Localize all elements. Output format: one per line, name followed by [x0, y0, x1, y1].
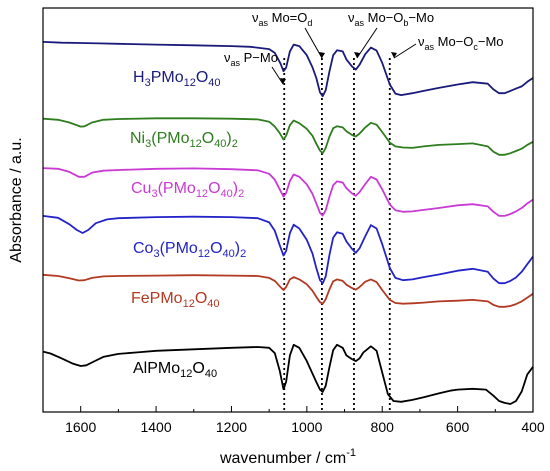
annotation-arrowhead	[319, 52, 325, 58]
annotation-arrowhead	[391, 52, 397, 58]
annotation-label: νas Mo=Od	[252, 10, 312, 28]
x-tick-label: 1400	[140, 419, 171, 435]
axes	[42, 7, 534, 413]
reference-lines	[283, 58, 391, 412]
x-tick-label: 1000	[291, 419, 322, 435]
x-tick-label: 1200	[216, 419, 247, 435]
series-label: Co3(PMo12O40)2	[133, 240, 246, 260]
annotation-arrow	[393, 43, 417, 59]
series-line	[42, 117, 534, 156]
series-label: H3PMo12O40	[133, 69, 221, 89]
x-tick-label: 400	[521, 419, 545, 435]
plot-frame	[42, 7, 534, 413]
annotations: νas P−Mo νas Mo=Od νas Mo−Ob−Mo νas Mo−Oc−M…	[224, 10, 504, 85]
x-tick-label: 1600	[65, 419, 96, 435]
series-line	[42, 41, 534, 98]
series-line	[42, 215, 534, 285]
annotation-label: νas Mo−Oc−Mo	[418, 34, 504, 52]
annotation-label: νas Mo−Ob−Mo	[348, 10, 434, 28]
x-axis-title: wavenumber / cm-1	[219, 447, 356, 467]
series-layer	[42, 41, 534, 405]
series-label: AlPMo12O40	[133, 360, 217, 380]
series-label: FePMo12O40	[131, 290, 220, 310]
x-axis-title-superscript: -1	[346, 447, 356, 459]
annotation-arrowhead	[354, 52, 360, 58]
annotation-arrow	[271, 66, 284, 85]
series-label: Ni3(PMo12O40)2	[130, 130, 238, 150]
annotation-arrow	[356, 27, 378, 59]
annotation-arrow	[304, 27, 323, 59]
series-line	[42, 273, 534, 308]
series-line	[42, 167, 534, 217]
series-labels: H3PMo12O40 Ni3(PMo12O40)2 Cu3(PMo12O40)2 Co…	[130, 69, 246, 380]
series-label: Cu3(PMo12O40)2	[131, 180, 244, 200]
series-line	[42, 343, 534, 405]
annotation-label: νas P−Mo	[224, 50, 278, 68]
x-tick-label: 800	[371, 419, 395, 435]
x-ticks: 1600 1400 1200 1000 800 600 400	[42, 406, 545, 435]
y-axis-title: Absorbance / a.u.	[8, 137, 25, 262]
annotation-arrowhead	[280, 78, 286, 84]
x-tick-label: 600	[446, 419, 470, 435]
